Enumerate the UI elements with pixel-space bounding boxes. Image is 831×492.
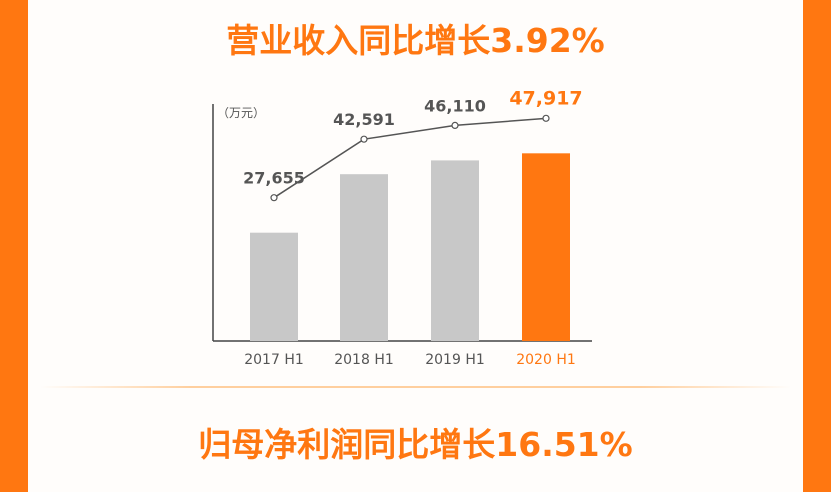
trend-point-1 bbox=[270, 194, 278, 202]
unit-label: （万元） bbox=[217, 106, 266, 120]
section-divider bbox=[40, 386, 791, 388]
bar-2020-h1 bbox=[522, 153, 570, 341]
bar-2018-h1 bbox=[340, 174, 388, 341]
trend-point-4 bbox=[542, 114, 550, 122]
bar-2019-h1 bbox=[431, 160, 479, 341]
right-orange-border bbox=[803, 0, 831, 492]
left-orange-border bbox=[0, 0, 28, 492]
bar-2017-h1 bbox=[250, 232, 298, 341]
trend-point-2 bbox=[360, 135, 368, 143]
category-label-4: 2020 H1 bbox=[516, 352, 576, 368]
category-label-1: 2017 H1 bbox=[244, 352, 304, 368]
content-panel bbox=[28, 0, 803, 492]
trend-point-3 bbox=[451, 121, 459, 130]
revenue-growth-headline: 营业收入同比增长3.92% bbox=[226, 21, 605, 60]
category-label-3: 2019 H1 bbox=[425, 352, 485, 368]
trend-line bbox=[273, 117, 547, 199]
value-label-3: 46,110 bbox=[424, 96, 486, 115]
value-label-1: 27,655 bbox=[243, 169, 305, 188]
net-profit-growth-headline: 归母净利润同比增长16.51% bbox=[198, 425, 633, 464]
value-label-2: 42,591 bbox=[333, 110, 395, 129]
category-label-2: 2018 H1 bbox=[334, 352, 394, 368]
value-label-4: 47,917 bbox=[509, 87, 582, 109]
